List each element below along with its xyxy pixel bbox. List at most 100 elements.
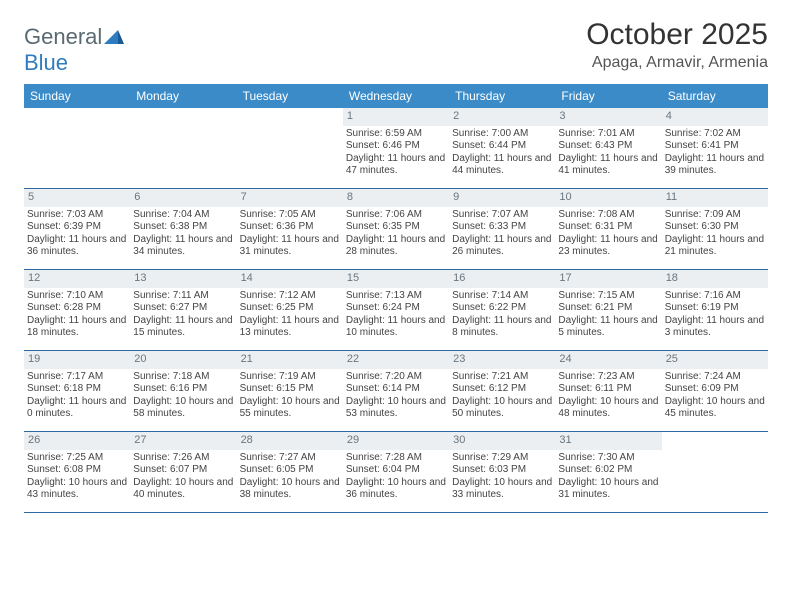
day-cell: 16Sunrise: 7:14 AMSunset: 6:22 PMDayligh… bbox=[449, 270, 555, 350]
day-cell: 24Sunrise: 7:23 AMSunset: 6:11 PMDayligh… bbox=[555, 351, 661, 431]
day-number: 27 bbox=[130, 432, 236, 450]
daylight-line: Daylight: 11 hours and 23 minutes. bbox=[558, 234, 658, 259]
sunset-line: Sunset: 6:22 PM bbox=[452, 302, 552, 315]
day-details: Sunrise: 7:24 AMSunset: 6:09 PMDaylight:… bbox=[662, 369, 768, 425]
day-number: 18 bbox=[662, 270, 768, 288]
day-number: 17 bbox=[555, 270, 661, 288]
day-number: 26 bbox=[24, 432, 130, 450]
day-number: 9 bbox=[449, 189, 555, 207]
sunrise-line: Sunrise: 7:09 AM bbox=[665, 209, 765, 222]
sunset-line: Sunset: 6:04 PM bbox=[346, 464, 446, 477]
day-cell: 30Sunrise: 7:29 AMSunset: 6:03 PMDayligh… bbox=[449, 432, 555, 512]
sunset-line: Sunset: 6:12 PM bbox=[452, 383, 552, 396]
daylight-line: Daylight: 11 hours and 31 minutes. bbox=[240, 234, 340, 259]
sunrise-line: Sunrise: 6:59 AM bbox=[346, 128, 446, 141]
day-cell: 2Sunrise: 7:00 AMSunset: 6:44 PMDaylight… bbox=[449, 108, 555, 188]
day-header: Saturday bbox=[662, 84, 768, 108]
day-number: 24 bbox=[555, 351, 661, 369]
day-cell: 28Sunrise: 7:27 AMSunset: 6:05 PMDayligh… bbox=[237, 432, 343, 512]
day-cell bbox=[24, 108, 130, 188]
day-number: 13 bbox=[130, 270, 236, 288]
day-header: Friday bbox=[555, 84, 661, 108]
sunrise-line: Sunrise: 7:24 AM bbox=[665, 371, 765, 384]
day-details: Sunrise: 7:13 AMSunset: 6:24 PMDaylight:… bbox=[343, 288, 449, 344]
calendar-page: GeneralBlue October 2025 Apaga, Armavir,… bbox=[0, 0, 792, 531]
daylight-line: Daylight: 11 hours and 34 minutes. bbox=[133, 234, 233, 259]
sunrise-line: Sunrise: 7:19 AM bbox=[240, 371, 340, 384]
sunrise-line: Sunrise: 7:01 AM bbox=[558, 128, 658, 141]
day-cell: 12Sunrise: 7:10 AMSunset: 6:28 PMDayligh… bbox=[24, 270, 130, 350]
sunrise-line: Sunrise: 7:30 AM bbox=[558, 452, 658, 465]
day-details: Sunrise: 7:10 AMSunset: 6:28 PMDaylight:… bbox=[24, 288, 130, 344]
sunset-line: Sunset: 6:14 PM bbox=[346, 383, 446, 396]
daylight-line: Daylight: 10 hours and 58 minutes. bbox=[133, 396, 233, 421]
daylight-line: Daylight: 11 hours and 18 minutes. bbox=[27, 315, 127, 340]
sunrise-line: Sunrise: 7:28 AM bbox=[346, 452, 446, 465]
daylight-line: Daylight: 10 hours and 53 minutes. bbox=[346, 396, 446, 421]
sunrise-line: Sunrise: 7:07 AM bbox=[452, 209, 552, 222]
day-header: Sunday bbox=[24, 84, 130, 108]
daylight-line: Daylight: 10 hours and 33 minutes. bbox=[452, 477, 552, 502]
day-details: Sunrise: 7:12 AMSunset: 6:25 PMDaylight:… bbox=[237, 288, 343, 344]
sunset-line: Sunset: 6:35 PM bbox=[346, 221, 446, 234]
day-details: Sunrise: 7:07 AMSunset: 6:33 PMDaylight:… bbox=[449, 207, 555, 263]
day-details: Sunrise: 7:23 AMSunset: 6:11 PMDaylight:… bbox=[555, 369, 661, 425]
sunset-line: Sunset: 6:24 PM bbox=[346, 302, 446, 315]
daylight-line: Daylight: 11 hours and 39 minutes. bbox=[665, 153, 765, 178]
day-number: 15 bbox=[343, 270, 449, 288]
daylight-line: Daylight: 10 hours and 36 minutes. bbox=[346, 477, 446, 502]
day-details: Sunrise: 7:21 AMSunset: 6:12 PMDaylight:… bbox=[449, 369, 555, 425]
day-cell: 20Sunrise: 7:18 AMSunset: 6:16 PMDayligh… bbox=[130, 351, 236, 431]
daylight-line: Daylight: 11 hours and 26 minutes. bbox=[452, 234, 552, 259]
daylight-line: Daylight: 10 hours and 31 minutes. bbox=[558, 477, 658, 502]
day-details: Sunrise: 7:17 AMSunset: 6:18 PMDaylight:… bbox=[24, 369, 130, 425]
day-cell: 11Sunrise: 7:09 AMSunset: 6:30 PMDayligh… bbox=[662, 189, 768, 269]
daylight-line: Daylight: 10 hours and 43 minutes. bbox=[27, 477, 127, 502]
day-number: 20 bbox=[130, 351, 236, 369]
day-cell: 7Sunrise: 7:05 AMSunset: 6:36 PMDaylight… bbox=[237, 189, 343, 269]
sunrise-line: Sunrise: 7:02 AM bbox=[665, 128, 765, 141]
sunrise-line: Sunrise: 7:10 AM bbox=[27, 290, 127, 303]
sunset-line: Sunset: 6:25 PM bbox=[240, 302, 340, 315]
day-number: 8 bbox=[343, 189, 449, 207]
day-cell: 23Sunrise: 7:21 AMSunset: 6:12 PMDayligh… bbox=[449, 351, 555, 431]
sunset-line: Sunset: 6:33 PM bbox=[452, 221, 552, 234]
sunrise-line: Sunrise: 7:12 AM bbox=[240, 290, 340, 303]
day-number: 14 bbox=[237, 270, 343, 288]
sunrise-line: Sunrise: 7:27 AM bbox=[240, 452, 340, 465]
day-number: 11 bbox=[662, 189, 768, 207]
daylight-line: Daylight: 11 hours and 10 minutes. bbox=[346, 315, 446, 340]
day-cell: 1Sunrise: 6:59 AMSunset: 6:46 PMDaylight… bbox=[343, 108, 449, 188]
day-number: 19 bbox=[24, 351, 130, 369]
day-header-row: SundayMondayTuesdayWednesdayThursdayFrid… bbox=[24, 84, 768, 108]
daylight-line: Daylight: 11 hours and 8 minutes. bbox=[452, 315, 552, 340]
day-number: 3 bbox=[555, 108, 661, 126]
day-cell bbox=[237, 108, 343, 188]
day-cell: 9Sunrise: 7:07 AMSunset: 6:33 PMDaylight… bbox=[449, 189, 555, 269]
day-details: Sunrise: 7:20 AMSunset: 6:14 PMDaylight:… bbox=[343, 369, 449, 425]
day-cell: 4Sunrise: 7:02 AMSunset: 6:41 PMDaylight… bbox=[662, 108, 768, 188]
sunset-line: Sunset: 6:21 PM bbox=[558, 302, 658, 315]
daylight-line: Daylight: 11 hours and 15 minutes. bbox=[133, 315, 233, 340]
sunset-line: Sunset: 6:43 PM bbox=[558, 140, 658, 153]
logo-icon bbox=[104, 24, 124, 50]
day-details: Sunrise: 7:08 AMSunset: 6:31 PMDaylight:… bbox=[555, 207, 661, 263]
day-details: Sunrise: 7:03 AMSunset: 6:39 PMDaylight:… bbox=[24, 207, 130, 263]
daylight-line: Daylight: 10 hours and 40 minutes. bbox=[133, 477, 233, 502]
sunrise-line: Sunrise: 7:03 AM bbox=[27, 209, 127, 222]
sunrise-line: Sunrise: 7:21 AM bbox=[452, 371, 552, 384]
sunset-line: Sunset: 6:28 PM bbox=[27, 302, 127, 315]
sunset-line: Sunset: 6:03 PM bbox=[452, 464, 552, 477]
week-row: 12Sunrise: 7:10 AMSunset: 6:28 PMDayligh… bbox=[24, 270, 768, 351]
day-details: Sunrise: 7:26 AMSunset: 6:07 PMDaylight:… bbox=[130, 450, 236, 506]
day-details: Sunrise: 7:28 AMSunset: 6:04 PMDaylight:… bbox=[343, 450, 449, 506]
sunrise-line: Sunrise: 7:14 AM bbox=[452, 290, 552, 303]
month-title: October 2025 bbox=[586, 18, 768, 52]
day-details: Sunrise: 7:18 AMSunset: 6:16 PMDaylight:… bbox=[130, 369, 236, 425]
day-details: Sunrise: 7:15 AMSunset: 6:21 PMDaylight:… bbox=[555, 288, 661, 344]
week-row: 1Sunrise: 6:59 AMSunset: 6:46 PMDaylight… bbox=[24, 108, 768, 189]
day-header: Monday bbox=[130, 84, 236, 108]
sunset-line: Sunset: 6:46 PM bbox=[346, 140, 446, 153]
brand-logo: GeneralBlue bbox=[24, 24, 124, 76]
daylight-line: Daylight: 10 hours and 50 minutes. bbox=[452, 396, 552, 421]
